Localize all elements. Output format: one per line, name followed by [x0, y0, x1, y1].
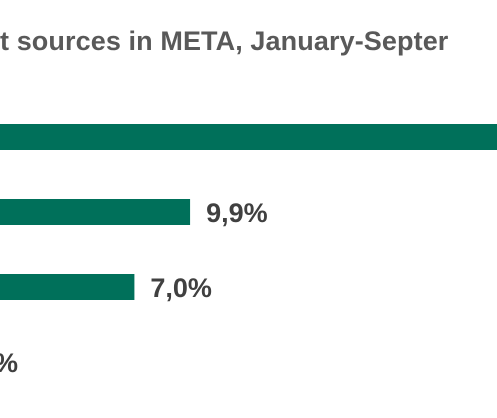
bar-2-value-label: 9,9%	[206, 198, 268, 228]
bar-3	[0, 274, 135, 300]
bar-2	[0, 199, 191, 225]
bar-4-value-label: %	[0, 348, 18, 378]
bar-3-value-label: 7,0%	[150, 273, 212, 303]
bar-1	[0, 124, 497, 150]
chart-title: t sources in META, January-Septer	[0, 26, 449, 56]
